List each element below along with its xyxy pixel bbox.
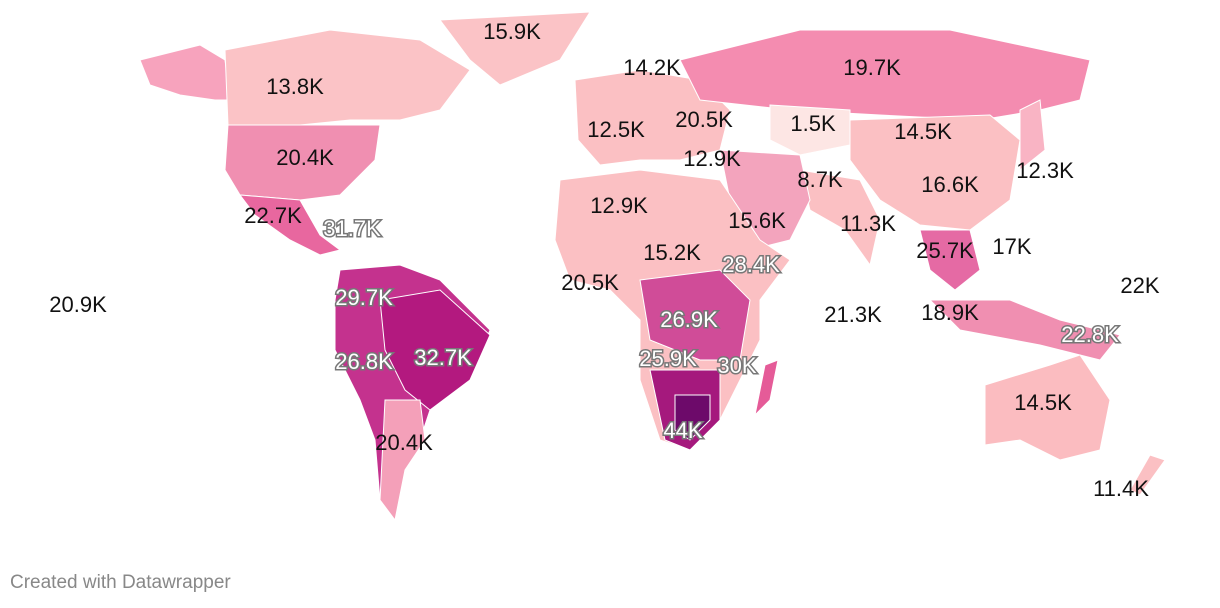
region-label: 14.5K (1014, 390, 1072, 415)
region-label: 20.5K (561, 270, 619, 295)
region-label: 31.7K (323, 216, 381, 241)
madagascar (754, 359, 779, 417)
europe (574, 69, 731, 166)
region-label: 28.4K (722, 252, 780, 277)
region-label: 15.2K (643, 240, 701, 265)
region-label: 44K (663, 418, 702, 443)
region-label: 11.4K (1093, 476, 1149, 501)
region-label: 20.4K (375, 430, 433, 455)
indonesia (928, 299, 1121, 361)
region-label: 30K (717, 353, 756, 378)
region-label: 14.5K (894, 119, 952, 144)
region-label: 11.3K (840, 211, 896, 236)
land (139, 11, 1166, 522)
region-label: 15.6K (728, 208, 786, 233)
australia (984, 354, 1111, 461)
footer: Created with Datawrapper (10, 572, 231, 593)
region-label: 21.3K (824, 302, 882, 327)
region-label: 19.7K (843, 55, 901, 80)
region-label: 22.8K (1061, 322, 1119, 347)
greenland (439, 11, 591, 86)
region-label: 20.5K (675, 107, 733, 132)
region-label: 12.3K (1016, 158, 1074, 183)
usa (224, 124, 381, 201)
region-label: 20.4K (276, 145, 334, 170)
brazil (379, 289, 491, 411)
region-label: 12.9K (590, 193, 648, 218)
region-label: 13.8K (266, 74, 324, 99)
southeast-asia (919, 229, 981, 291)
region-label: 16.6K (921, 172, 979, 197)
region-label: 22.7K (244, 203, 302, 228)
india (799, 169, 881, 267)
region-label: 25.7K (916, 238, 974, 263)
argentina (379, 399, 426, 522)
alaska (139, 44, 231, 101)
region-label: 25.9K (639, 346, 697, 371)
region-label: 12.5K (587, 117, 645, 142)
region-label: 12.9K (683, 146, 741, 171)
south-africa (674, 394, 711, 441)
region-label: 32.7K (414, 345, 472, 370)
region-label: 29.7K (335, 285, 393, 310)
central-africa (639, 269, 751, 361)
new-zealand (1129, 454, 1166, 496)
region-label: 14.2K (623, 55, 681, 80)
region-label: 8.7K (797, 167, 843, 192)
region-label: 1.5K (790, 111, 836, 136)
region-label: 18.9K (921, 300, 979, 325)
region-label: 22K (1120, 273, 1159, 298)
canada (224, 29, 471, 126)
region-label: 17K (992, 234, 1031, 259)
kazakhstan (769, 104, 851, 156)
world-map: 15.9K 14.2K 19.7K 13.8K 12.5K 20.5K 1.5K 14.5K 2… (49, 11, 1166, 522)
region-label: 20.9K (49, 292, 107, 317)
mexico (238, 194, 342, 256)
japan (1019, 99, 1046, 172)
region-label: 26.9K (660, 307, 718, 332)
region-label: 26.8K (335, 349, 393, 374)
region-label: 15.9K (483, 19, 541, 44)
